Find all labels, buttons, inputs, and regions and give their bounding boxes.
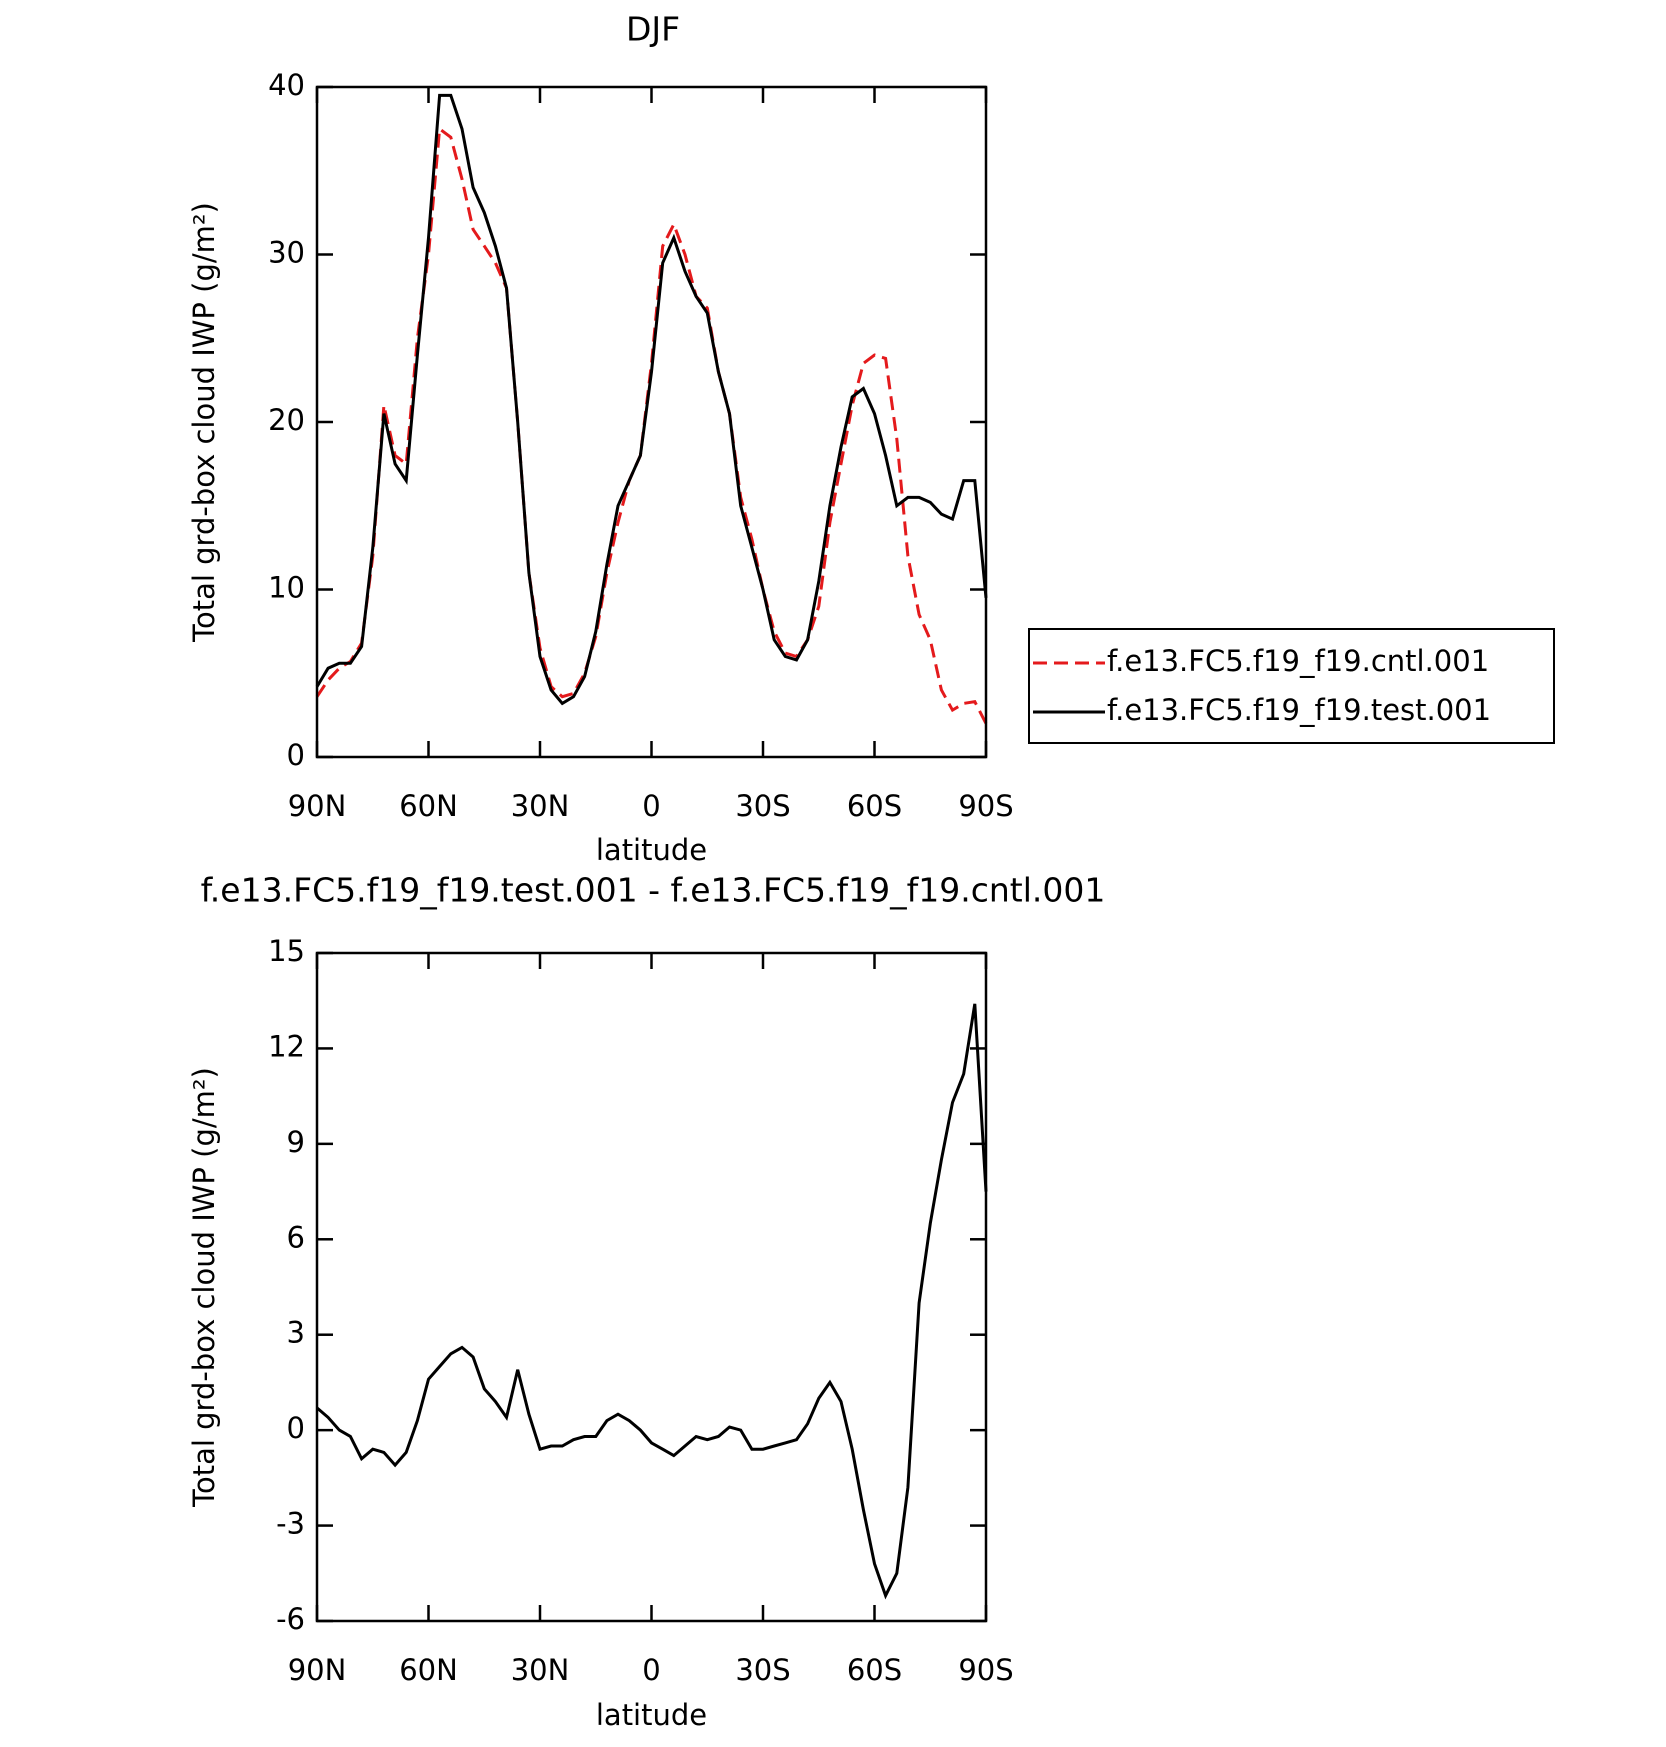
- x-tick-label: 90N: [288, 1653, 347, 1687]
- x-tick-label: 30N: [511, 789, 570, 823]
- y-tick-label: -6: [276, 1602, 305, 1636]
- x-tick-label: 30S: [735, 789, 790, 823]
- x-tick-label: 30S: [735, 1653, 790, 1687]
- y-axis-label: Total grd-box cloud IWP (g/m²): [187, 1067, 221, 1508]
- x-tick-label: 60S: [847, 1653, 902, 1687]
- y-tick-label: -3: [276, 1507, 305, 1541]
- chart-title: f.e13.FC5.f19_f19.test.001 - f.e13.FC5.f…: [201, 871, 1106, 910]
- data-line: [316, 1003, 988, 1600]
- data-line: [315, 126, 988, 725]
- y-axis-label: Total grd-box cloud IWP (g/m²): [187, 202, 221, 643]
- y-tick-label: 0: [287, 1411, 305, 1445]
- x-tick-label: 60N: [399, 789, 458, 823]
- y-tick-label: 10: [268, 571, 305, 605]
- y-tick-label: 3: [287, 1316, 305, 1350]
- y-tick-label: 40: [268, 68, 305, 102]
- x-tick-label: 60S: [847, 789, 902, 823]
- y-tick-label: 15: [268, 934, 305, 968]
- x-tick-label: 90N: [288, 789, 347, 823]
- plot-frame: [315, 951, 988, 1623]
- y-tick-label: 12: [268, 1029, 305, 1063]
- x-axis-label: latitude: [596, 1698, 707, 1732]
- x-tick-label: 90S: [958, 1653, 1013, 1687]
- y-tick-label: 9: [287, 1125, 305, 1159]
- x-tick-label: 30N: [511, 1653, 570, 1687]
- legend-box: [1028, 628, 1555, 744]
- y-tick-label: 0: [287, 738, 305, 772]
- x-axis-label: latitude: [596, 833, 707, 867]
- data-line: [315, 93, 988, 706]
- y-tick-label: 20: [268, 403, 305, 437]
- chart-title: DJF: [626, 10, 680, 49]
- y-tick-label: 6: [287, 1220, 305, 1254]
- plot-frame: [315, 85, 988, 759]
- legend-label: f.e13.FC5.f19_f19.test.001: [1107, 693, 1491, 727]
- legend-label: f.e13.FC5.f19_f19.cntl.001: [1107, 644, 1489, 678]
- x-tick-label: 0: [642, 789, 660, 823]
- x-tick-label: 0: [642, 1653, 660, 1687]
- x-tick-label: 60N: [399, 1653, 458, 1687]
- y-tick-label: 30: [268, 236, 305, 270]
- x-tick-label: 90S: [958, 789, 1013, 823]
